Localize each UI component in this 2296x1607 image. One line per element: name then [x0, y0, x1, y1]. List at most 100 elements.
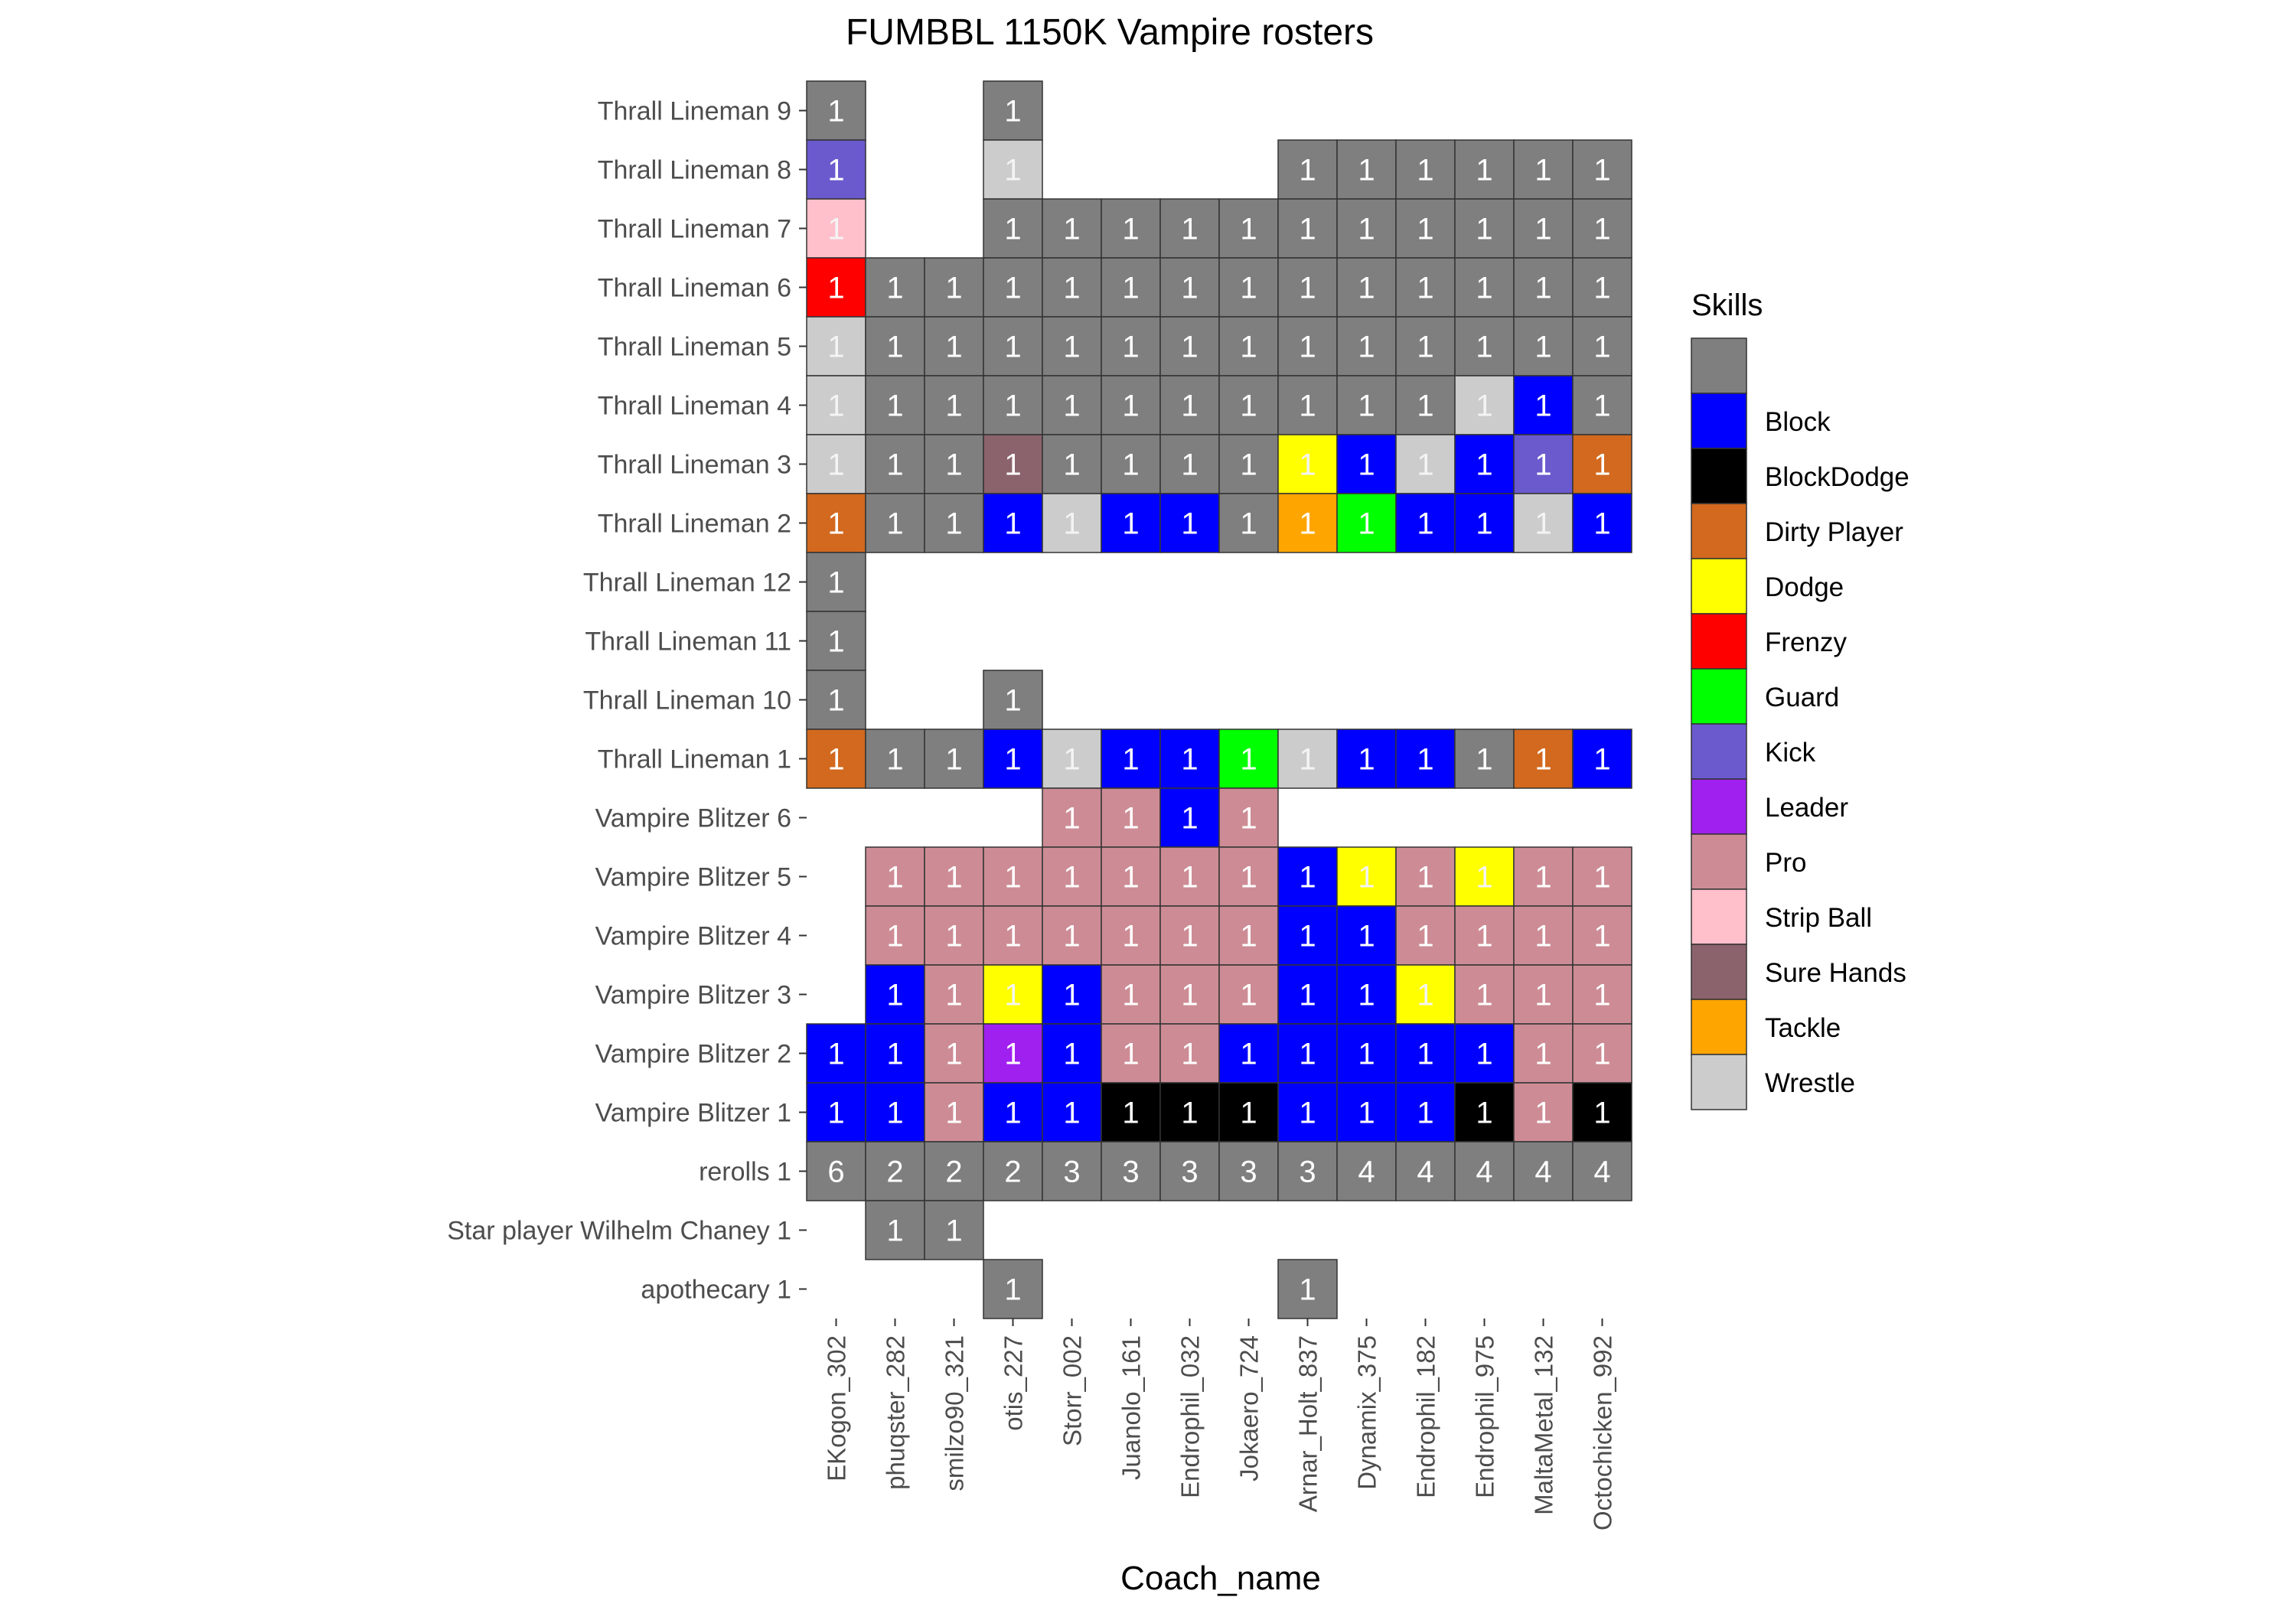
cell-rect	[983, 139, 1043, 200]
cell-rect	[1042, 198, 1102, 259]
cell-value-label: 1	[1004, 448, 1021, 482]
heatmap-cell: 1	[983, 80, 1043, 141]
cell-rect	[924, 846, 984, 907]
cell-value-label: 1	[1063, 979, 1080, 1012]
heatmap-cell: 1	[1159, 905, 1220, 966]
cell-rect	[1513, 1082, 1574, 1143]
cell-value-label: 1	[1299, 1038, 1316, 1071]
y-tick-label: Thrall Lineman 3	[598, 451, 791, 480]
x-axis: EKogon_302 phuqster_282 smilzo90_321 otis_2…	[823, 1319, 1617, 1530]
legend-keys: Block BlockDodge Dirty Player Dodge Frenzy Gu…	[1691, 337, 1910, 1110]
legend-key	[1691, 613, 1747, 670]
cell-rect	[924, 493, 984, 553]
heatmap-cell: 1	[1277, 434, 1338, 494]
cell-rect	[1336, 729, 1397, 789]
cell-value-label: 1	[1122, 1038, 1139, 1071]
heatmap-cell: 1	[1218, 846, 1279, 907]
heatmap-cell: 1	[1395, 1082, 1456, 1143]
heatmap-cell: 1	[1572, 198, 1632, 259]
heatmap-cell: 1	[1454, 1023, 1515, 1084]
y-tick-label: Vampire Blitzer 5	[595, 863, 791, 892]
cell-value-label: 1	[1417, 272, 1433, 305]
cell-value-label: 1	[1534, 390, 1551, 423]
cell-value-label: 1	[1122, 802, 1139, 836]
cell-rect	[924, 434, 984, 494]
legend-entry: Sure Hands	[1691, 944, 1906, 1000]
heatmap-cell: 1	[1101, 964, 1161, 1025]
cell-value-label: 1	[1240, 1097, 1257, 1130]
cell-rect	[1572, 905, 1632, 966]
cell-value-label: 1	[1534, 448, 1551, 482]
cell-value-label: 1	[1534, 1097, 1551, 1130]
heatmap-cell: 1	[1395, 434, 1456, 494]
cell-value-label: 1	[1417, 507, 1433, 541]
cell-value-label: 1	[945, 390, 962, 423]
cell-rect	[1336, 964, 1397, 1025]
heatmap-cell: 1	[1159, 493, 1220, 553]
cell-value-label: 1	[945, 331, 962, 364]
cell-value-label: 1	[1181, 507, 1198, 541]
heatmap-cell: 1	[1454, 198, 1515, 259]
heatmap-cell: 1	[924, 1023, 984, 1084]
cell-value-label: 1	[1181, 861, 1198, 895]
cell-value-label: 1	[1004, 920, 1021, 953]
cell-value-label: 1	[1063, 802, 1080, 836]
heatmap-cell: 1	[806, 611, 866, 671]
heatmap-cell: 1	[1513, 846, 1574, 907]
cell-value-label: 1	[1534, 507, 1551, 541]
heatmap-cell: 1	[1042, 375, 1102, 435]
cell-value-label: 1	[1358, 1038, 1375, 1071]
cell-value-label: 1	[827, 625, 844, 659]
cell-value-label: 1	[886, 272, 903, 305]
cell-rect	[1159, 787, 1220, 848]
cell-value-label: 1	[1063, 213, 1080, 246]
cell-value-label: 1	[1004, 1038, 1021, 1071]
cell-value-label: 1	[1593, 920, 1610, 953]
heatmap-cell: 1	[1395, 964, 1456, 1025]
x-tick-label: Arnar_Holt_837	[1294, 1335, 1322, 1512]
legend-entry: Guard	[1691, 668, 1839, 725]
legend-key	[1691, 1054, 1747, 1110]
cell-value-label: 1	[1181, 1038, 1198, 1071]
y-tick-label: rerolls 1	[699, 1158, 791, 1187]
heatmap-cell: 1	[806, 80, 866, 141]
heatmap-cell: 1	[1395, 905, 1456, 966]
heatmap-cell: 1	[1159, 434, 1220, 494]
heatmap-cell: 1	[924, 1200, 984, 1260]
cell-rect	[983, 375, 1043, 435]
cell-rect	[1159, 905, 1220, 966]
heatmap-cell: 1	[1454, 139, 1515, 200]
cell-rect	[806, 552, 866, 612]
cell-value-label: 1	[827, 566, 844, 600]
cell-rect	[1454, 1141, 1515, 1201]
cell-rect	[1042, 493, 1102, 553]
heatmap-cell: 1	[1159, 787, 1220, 848]
cell-value-label: 1	[1476, 272, 1492, 305]
cell-rect	[1572, 257, 1632, 318]
cell-value-label: 1	[886, 390, 903, 423]
legend-label: Block	[1765, 407, 1831, 437]
heatmap-cell: 1	[1101, 375, 1161, 435]
heatmap-cell: 1	[1277, 316, 1338, 376]
cell-value-label: 1	[1358, 331, 1375, 364]
cell-value-label: 2	[1004, 1156, 1021, 1189]
cell-value-label: 1	[1358, 743, 1375, 777]
cell-rect	[1513, 198, 1574, 259]
cell-value-label: 1	[1593, 861, 1610, 895]
cell-rect	[1159, 1082, 1220, 1143]
cell-value-label: 2	[886, 1156, 903, 1189]
heatmap-cell: 1	[1336, 375, 1397, 435]
cell-rect	[1042, 1082, 1102, 1143]
cell-rect	[1277, 1023, 1338, 1084]
heatmap-cell: 1	[983, 1259, 1043, 1319]
cell-value-label: 1	[1122, 861, 1139, 895]
cell-rect	[1218, 1082, 1279, 1143]
heatmap-cell: 2	[924, 1141, 984, 1201]
x-tick-label: Endrophil_975	[1471, 1335, 1499, 1498]
cell-rect	[1101, 434, 1161, 494]
cell-rect	[1395, 1141, 1456, 1201]
heatmap-cell: 1	[924, 1082, 984, 1143]
cell-value-label: 1	[1417, 979, 1433, 1012]
cell-rect	[806, 80, 866, 141]
